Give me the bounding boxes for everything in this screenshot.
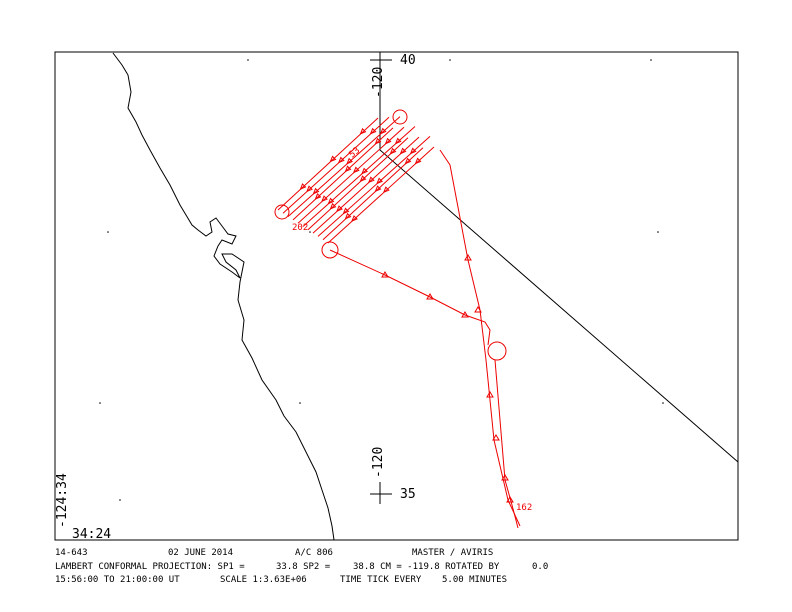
time-tick xyxy=(367,176,375,184)
time-tick xyxy=(352,166,360,174)
grid-dot xyxy=(247,59,249,61)
lon-label: -120 xyxy=(371,67,386,98)
time-tick xyxy=(376,177,383,185)
time-tick xyxy=(486,391,494,398)
time-tick xyxy=(359,127,367,135)
time-tick xyxy=(342,207,350,215)
grid-dot xyxy=(299,402,301,404)
time-tick xyxy=(344,165,352,173)
footer-text: TIME TICK EVERY xyxy=(340,575,422,585)
time-tick xyxy=(426,293,434,300)
grid-dot xyxy=(650,59,652,61)
time-tick xyxy=(501,474,509,481)
grid-dot xyxy=(99,402,101,404)
time-tick xyxy=(414,157,422,165)
time-tick xyxy=(404,157,412,165)
grid-dot xyxy=(662,402,664,404)
footer-text: A/C 806 xyxy=(295,548,333,558)
time-tick xyxy=(361,167,368,175)
track-leg xyxy=(322,147,424,241)
footer-text: 5.00 MINUTES xyxy=(442,575,507,585)
time-tick xyxy=(312,187,320,195)
lon-label: -120 xyxy=(371,447,386,478)
time-tick xyxy=(381,271,389,278)
track-label: 202 xyxy=(292,223,308,233)
time-tick xyxy=(474,306,482,313)
grid-dot xyxy=(309,231,311,233)
time-tick xyxy=(382,186,390,194)
time-tick xyxy=(327,197,335,205)
crosshair xyxy=(370,52,392,504)
time-tick xyxy=(369,127,377,135)
time-tick xyxy=(314,193,322,200)
coastline xyxy=(112,52,335,541)
footer-text: 15:56:00 TO 21:00:00 UT xyxy=(55,575,180,585)
time-tick xyxy=(346,157,353,165)
track-leg xyxy=(287,116,401,217)
time-tick xyxy=(321,195,328,203)
footer-text: SCALE 1:3.63E+06 xyxy=(220,575,307,585)
time-tick xyxy=(337,156,345,164)
time-tick xyxy=(506,496,514,503)
lat-label: 35 xyxy=(400,487,416,502)
flight-track xyxy=(274,109,521,529)
grid-dot xyxy=(657,231,659,233)
track-leg xyxy=(312,136,420,234)
footer-text: LAMBERT CONFORMAL PROJECTION: SP1 = xyxy=(55,562,245,572)
map-frame xyxy=(54,51,739,541)
grid-dot xyxy=(107,231,109,233)
track-leg xyxy=(302,126,416,227)
footer-text: 33.8 SP2 = xyxy=(276,562,331,572)
time-tick xyxy=(399,147,407,155)
track-label: 162 xyxy=(516,503,532,513)
time-tick xyxy=(389,147,397,155)
track-leg xyxy=(327,146,435,244)
time-tick xyxy=(461,311,469,318)
time-tick xyxy=(351,215,358,222)
footer-text: MASTER / AVIRIS xyxy=(412,548,493,558)
footer-text: 0.0 xyxy=(532,562,548,572)
footer-text: 38.8 CM = -119.8 ROTATED BY xyxy=(353,562,500,572)
lat-label: 40 xyxy=(400,53,416,68)
track-leg xyxy=(317,136,431,237)
track-leg xyxy=(297,126,405,224)
time-tick xyxy=(336,205,343,212)
time-tick xyxy=(394,137,402,145)
time-tick xyxy=(359,175,367,183)
boundary-line xyxy=(379,52,739,463)
time-tick xyxy=(384,137,392,145)
time-tick xyxy=(329,202,337,210)
track-leg xyxy=(282,116,390,214)
corner-lon: -124:34 xyxy=(55,473,70,528)
grid-dot xyxy=(449,59,451,61)
grid-dots xyxy=(99,59,664,501)
time-tick xyxy=(299,183,307,190)
time-tick xyxy=(306,185,313,193)
time-tick xyxy=(379,127,387,135)
time-tick xyxy=(464,254,472,261)
footer: 14-643 02 JUNE 2014 A/C 806 MASTER / AVI… xyxy=(55,548,548,585)
time-tick xyxy=(344,212,352,220)
corner-lat: 34:24 xyxy=(72,527,111,542)
footer-text: 02 JUNE 2014 xyxy=(168,548,233,558)
grid-dot xyxy=(119,499,121,501)
time-tick xyxy=(329,155,337,163)
time-tick xyxy=(374,185,382,192)
footer-text: 14-643 xyxy=(55,548,88,558)
time-tick xyxy=(374,137,382,145)
time-tick xyxy=(492,434,500,441)
time-tick xyxy=(409,147,417,155)
